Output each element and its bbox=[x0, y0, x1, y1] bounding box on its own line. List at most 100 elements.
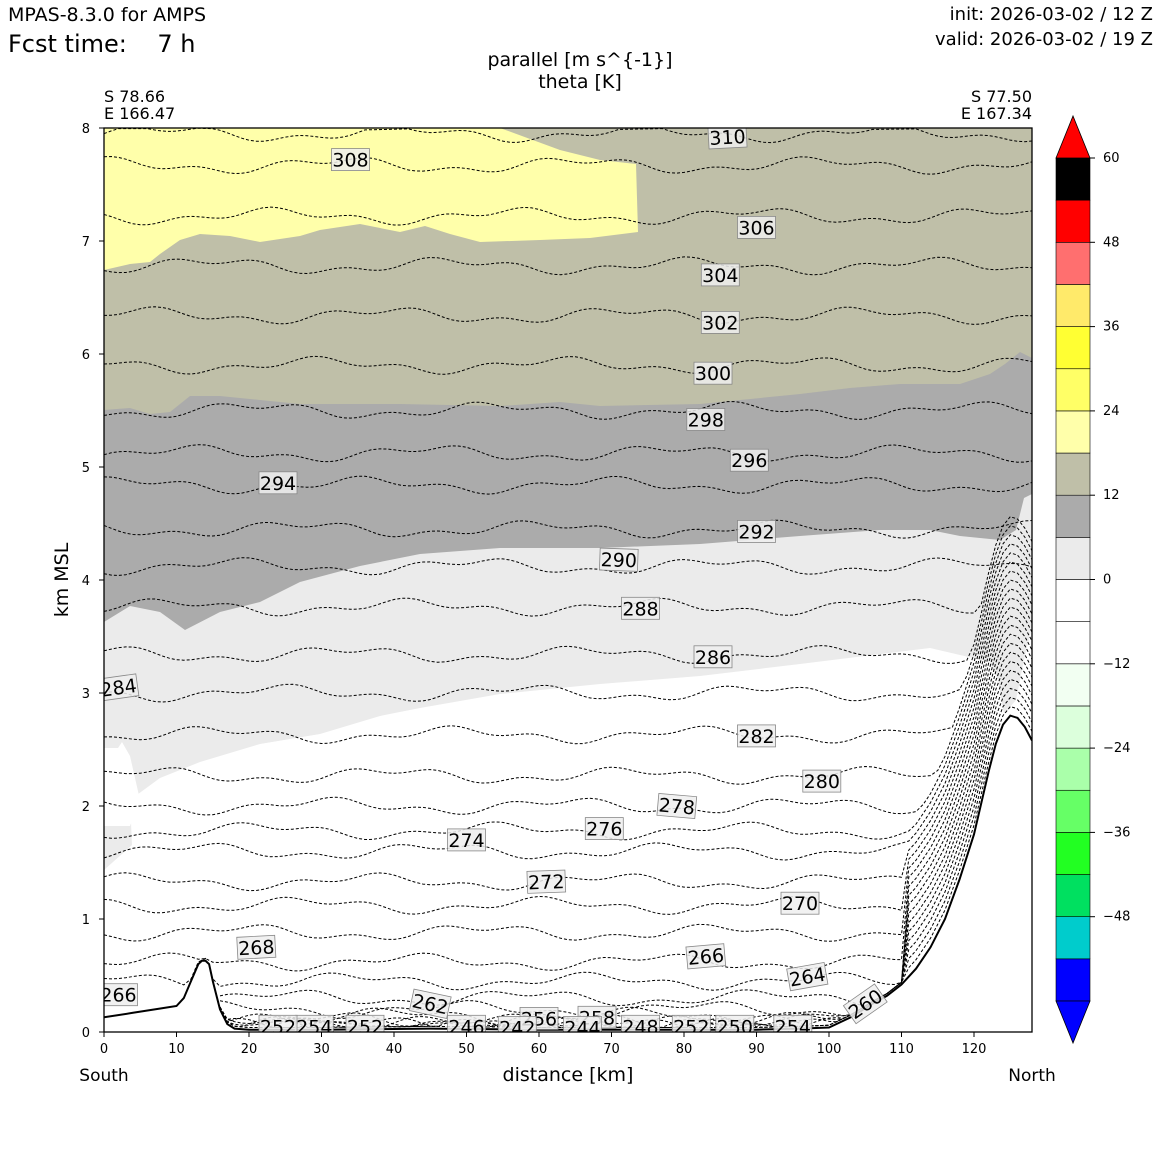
contour-label-box bbox=[584, 817, 624, 840]
contour-label-266: 266 bbox=[104, 983, 138, 1007]
contour-label-box bbox=[331, 148, 370, 172]
terrain-fill bbox=[104, 715, 1032, 1032]
theta-contour-290 bbox=[104, 557, 1032, 576]
valid-time: valid: 2026-03-02 / 19 Z bbox=[935, 29, 1153, 50]
contour-label-text: 304 bbox=[702, 265, 738, 287]
y-tick-label: 3 bbox=[82, 687, 90, 702]
forecast-time: Fcst time: 7 h bbox=[8, 30, 196, 58]
contour-label-box bbox=[345, 1014, 385, 1032]
colorbar-segment bbox=[1055, 916, 1091, 960]
x-tick-label: 120 bbox=[962, 1042, 987, 1057]
contour-label-box bbox=[526, 869, 567, 894]
colorbar-segment bbox=[1055, 284, 1091, 327]
colorbar-tick-label: 48 bbox=[1103, 235, 1120, 250]
x-tick-label: 40 bbox=[386, 1042, 403, 1057]
contour-label-text: 306 bbox=[738, 217, 774, 239]
contour-label-box bbox=[773, 1014, 813, 1032]
theta-contour-276 bbox=[104, 570, 1032, 841]
contour-label-text: 250 bbox=[717, 1016, 753, 1038]
y-tick-label: 8 bbox=[82, 122, 90, 137]
contour-label-286: 286 bbox=[693, 645, 733, 669]
contour-label-box bbox=[715, 1014, 755, 1032]
start-latitude: S 78.66 bbox=[104, 87, 166, 106]
south-end-label: South bbox=[79, 1066, 129, 1086]
contour-label-242: 242 bbox=[497, 1016, 537, 1032]
wind-region-24-30 bbox=[104, 128, 638, 270]
theta-contour-296 bbox=[104, 444, 1032, 463]
contour-label-250: 250 bbox=[715, 1014, 755, 1038]
contour-label-box bbox=[693, 645, 733, 669]
contour-label-text: 274 bbox=[448, 830, 484, 852]
colorbar-tick-label: 0 bbox=[1103, 573, 1111, 588]
chart-title-contour: theta [K] bbox=[538, 71, 622, 93]
contour-label-box bbox=[780, 891, 820, 915]
theta-contour-282 bbox=[104, 543, 1032, 745]
x-tick-label: 70 bbox=[603, 1042, 620, 1057]
colorbar-tick-label: −24 bbox=[1103, 741, 1130, 756]
theta-contour-264 bbox=[104, 624, 1032, 991]
contour-label-box bbox=[786, 962, 829, 992]
contour-label-298: 298 bbox=[686, 408, 726, 432]
y-axis-label: km MSL bbox=[51, 542, 73, 618]
contour-label-box bbox=[802, 769, 842, 793]
contour-label-264: 264 bbox=[786, 962, 829, 992]
x-axis-label: distance [km] bbox=[502, 1064, 634, 1086]
north-end-label: North bbox=[1008, 1066, 1056, 1086]
wind-speed-fills bbox=[104, 128, 1032, 1032]
theta-contour-284 bbox=[104, 534, 1032, 703]
colorbar-segment bbox=[1055, 747, 1091, 791]
contour-label-box bbox=[599, 547, 639, 572]
theta-contour-268 bbox=[104, 606, 1032, 942]
theta-contour-304 bbox=[104, 256, 1032, 276]
colorbar-segment bbox=[1055, 663, 1091, 707]
colorbar-segment bbox=[1055, 537, 1091, 580]
chart-title-field: parallel [m s^{-1}] bbox=[487, 49, 673, 71]
colorbar-segment bbox=[1055, 326, 1091, 370]
theta-contour-286 bbox=[104, 525, 1032, 664]
contour-label-254: 254 bbox=[773, 1014, 813, 1032]
contour-label-box bbox=[729, 448, 769, 472]
contour-label-302: 302 bbox=[700, 310, 740, 334]
colorbar-segment bbox=[1055, 410, 1091, 454]
contour-label-text: 270 bbox=[782, 893, 818, 915]
contour-label-244: 244 bbox=[563, 1016, 602, 1032]
theta-contour-256 bbox=[219, 660, 1032, 1028]
y-tick-label: 4 bbox=[82, 574, 90, 589]
contour-label-274: 274 bbox=[447, 828, 486, 852]
colorbar-segment bbox=[1055, 199, 1091, 243]
colorbar-segment bbox=[1055, 705, 1091, 749]
contour-label-254: 254 bbox=[294, 1014, 334, 1032]
contour-label-290: 290 bbox=[599, 547, 639, 572]
contour-label-box bbox=[737, 520, 776, 543]
contour-label-box bbox=[621, 596, 660, 620]
contour-label-box bbox=[258, 1014, 298, 1032]
colorbar-extend-max bbox=[1055, 114, 1091, 159]
contour-label-text: 282 bbox=[738, 726, 774, 748]
contour-label-252: 252 bbox=[258, 1014, 298, 1032]
y-tick-label: 6 bbox=[82, 348, 90, 363]
y-tick-label: 2 bbox=[82, 800, 90, 815]
contour-label-box bbox=[700, 263, 740, 287]
contour-label-box bbox=[737, 724, 776, 748]
contour-label-text: 298 bbox=[688, 410, 724, 432]
x-tick-label: 50 bbox=[458, 1042, 475, 1057]
model-name: MPAS-8.3.0 for AMPS bbox=[8, 4, 207, 26]
colorbar-segment bbox=[1055, 789, 1091, 833]
contour-label-text: 278 bbox=[658, 794, 696, 819]
colorbar-segment bbox=[1055, 242, 1091, 285]
colorbar-tick-label: −36 bbox=[1103, 825, 1130, 840]
contour-label-282: 282 bbox=[737, 724, 776, 748]
colorbar-segment bbox=[1055, 157, 1091, 201]
colorbar-segment bbox=[1055, 494, 1091, 538]
contour-label-252: 252 bbox=[345, 1014, 385, 1032]
contour-label-278: 278 bbox=[656, 792, 698, 820]
theta-contour-298 bbox=[104, 401, 1032, 421]
colorbar-segment bbox=[1055, 958, 1091, 1002]
contour-label-box bbox=[497, 1016, 537, 1032]
contour-label-text: 308 bbox=[332, 150, 368, 172]
x-tick-label: 0 bbox=[100, 1042, 108, 1057]
x-tick-label: 90 bbox=[748, 1042, 765, 1057]
theta-contour-310 bbox=[104, 128, 1032, 144]
contour-label-box bbox=[104, 673, 140, 702]
x-tick-label: 110 bbox=[889, 1042, 914, 1057]
